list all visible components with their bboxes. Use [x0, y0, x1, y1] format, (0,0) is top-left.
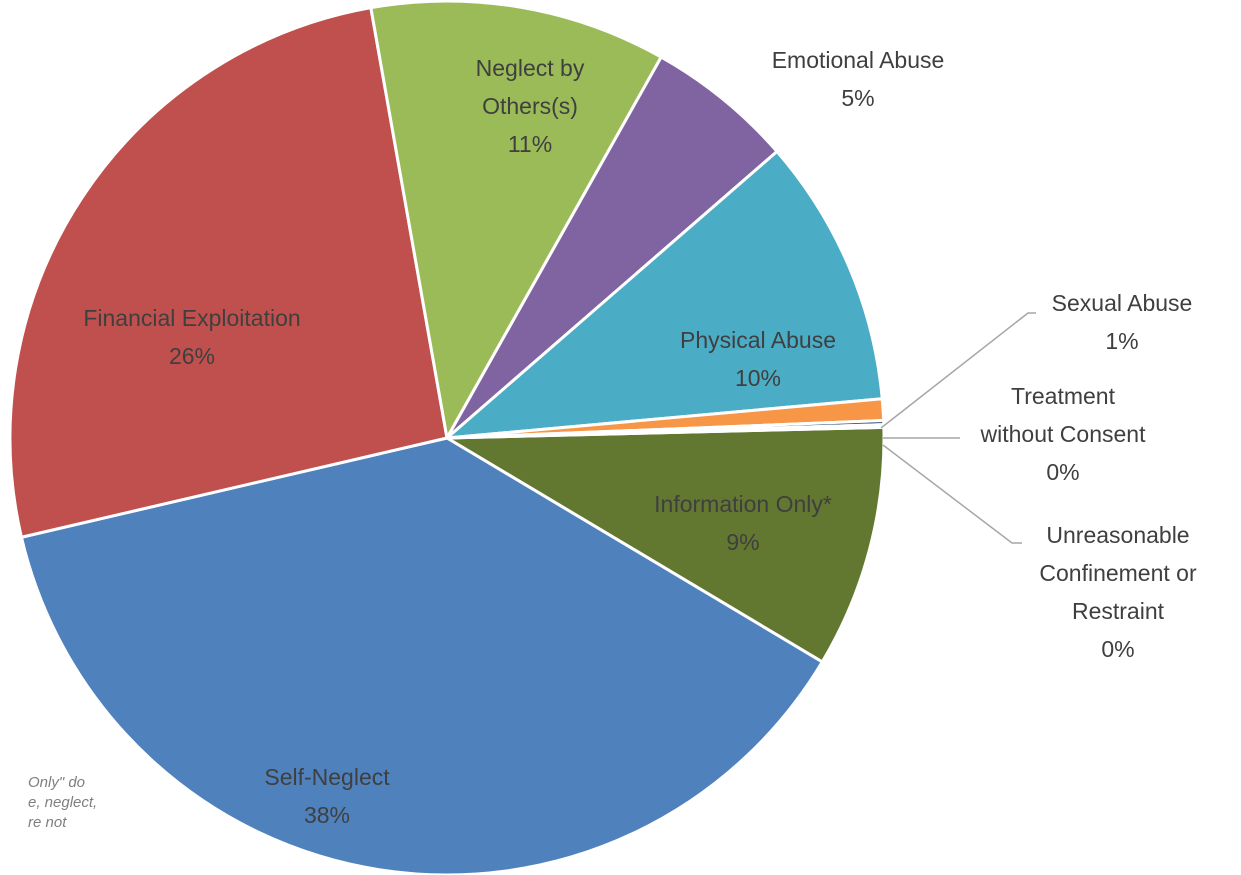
slice-physical-abuse: [445, 150, 884, 440]
footnote-line-3: re not: [28, 814, 67, 831]
label-unreasonable-confinement-or-restraint: Unreasonable Confinement or Restraint 0%: [1039, 522, 1197, 662]
pie-slices: [8, 0, 886, 875]
slice-self-neglect: [19, 436, 824, 875]
slice-emotional-abuse: [445, 55, 779, 440]
footnote: Only" do e, neglect, re not: [28, 774, 97, 831]
leader-sexual-abuse: [880, 312, 1036, 429]
slice-financial-exploitation: [8, 6, 449, 539]
label-information-only: Information Only* 9%: [654, 491, 832, 555]
slice-labels: Information Only* 9% Self-Neglect 38% Financ…: [83, 47, 1197, 828]
label-sexual-abuse: Sexual Abuse 1%: [1052, 290, 1193, 354]
label-emotional-abuse: Emotional Abuse 5%: [772, 47, 945, 111]
leader-lines: [880, 312, 1036, 544]
slice-neglect-by-others-s: [369, 0, 663, 440]
label-treatment-without-consent: Treatment without Consent 0%: [980, 383, 1147, 485]
label-neglect-by-others-s: Neglect by Others(s) 11%: [476, 55, 585, 157]
label-financial-exploitation: Financial Exploitation 26%: [83, 305, 300, 369]
label-physical-abuse: Physical Abuse 10%: [680, 327, 836, 391]
label-self-neglect: Self-Neglect 38%: [264, 764, 390, 828]
leader-unreasonable-confinement-or-restraint: [882, 444, 1022, 544]
footnote-line-2: e, neglect,: [28, 794, 97, 811]
footnote-line-1: Only" do: [28, 774, 85, 791]
